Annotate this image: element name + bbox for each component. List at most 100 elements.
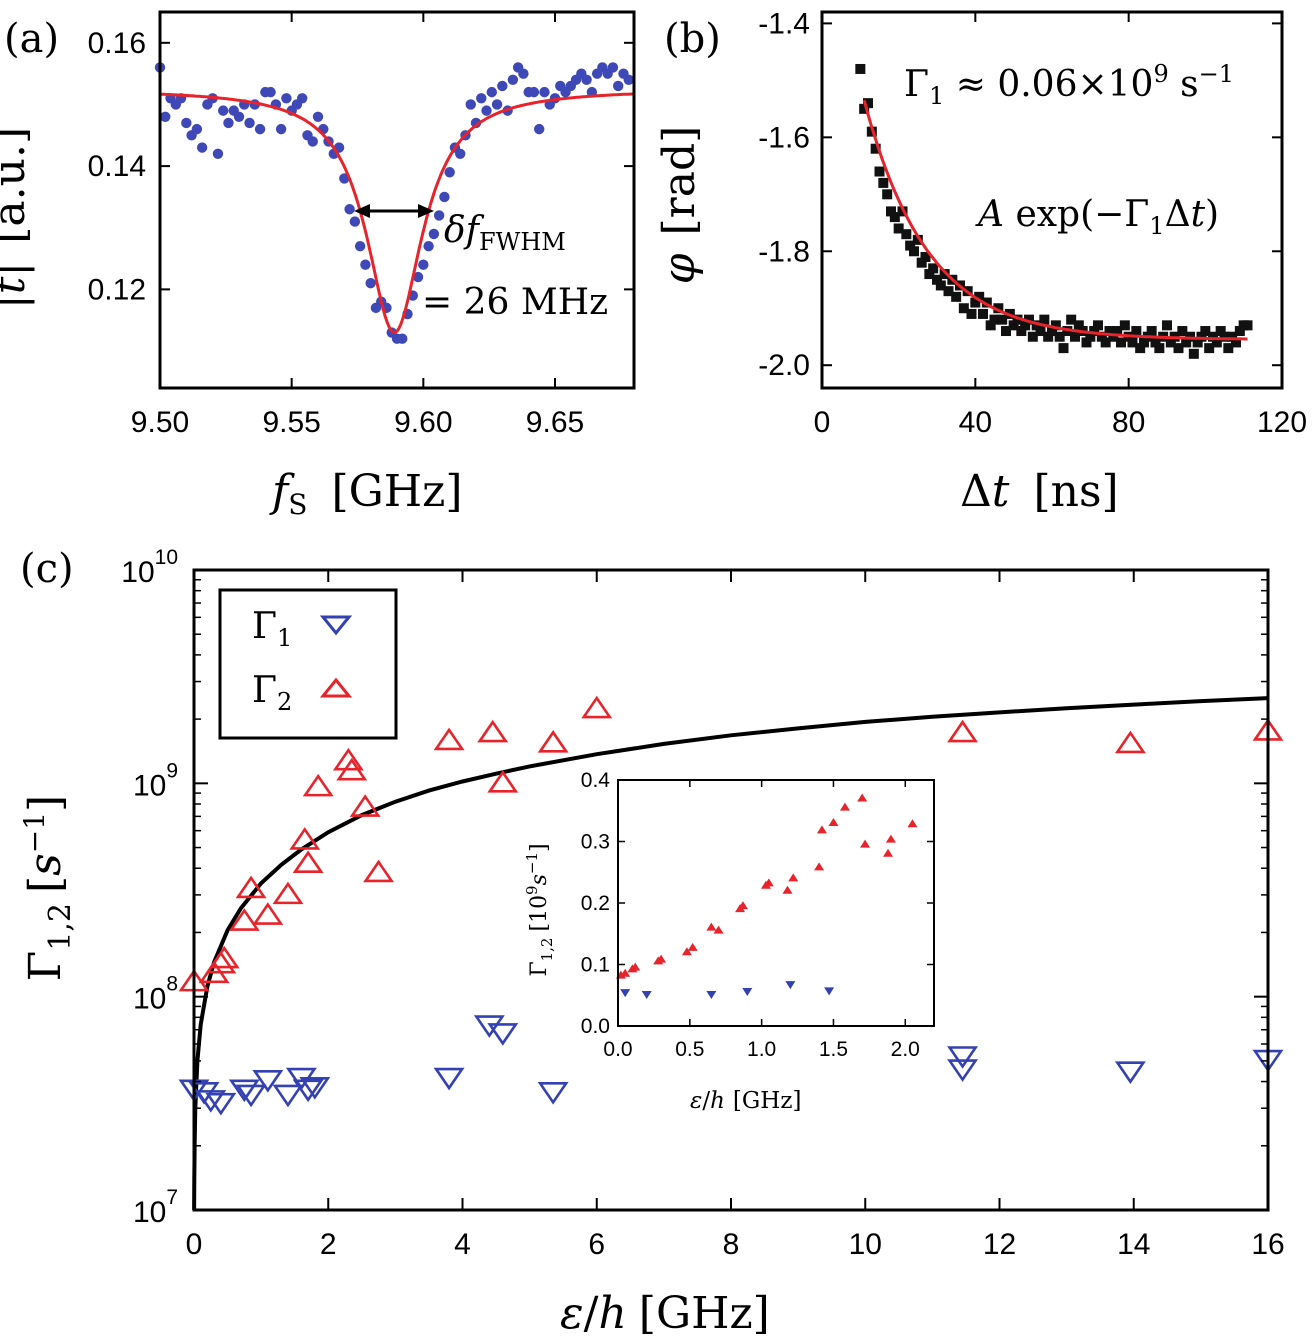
gamma2-marker [363, 859, 395, 883]
panel-c-y-tick-exponent: 10 [155, 546, 178, 569]
gamma1-marker [235, 1084, 267, 1108]
panel-b-data-point [863, 98, 873, 109]
panel-b-data-point [878, 177, 889, 188]
panel-b-data-point [1192, 337, 1203, 348]
panel-b-data-point [1012, 314, 1023, 325]
panel-b-data-point [951, 291, 962, 302]
inset-gamma2-marker [681, 947, 692, 956]
panel-b-data-point [1081, 337, 1092, 348]
inset-y-ticks: 0.0 0.1 0.2 0.3 0.4 [581, 769, 934, 1038]
panel-b-data-point [1196, 331, 1207, 342]
panel-b-data-point [1165, 337, 1176, 348]
gamma2-marker [289, 827, 321, 850]
panel-c-y-tick-label: 1010 [121, 546, 178, 589]
gamma1-marker [487, 1023, 519, 1046]
gamma2-marker [332, 747, 364, 771]
panel-c-y-tick-label: 107 [133, 1186, 178, 1229]
panel-a-data-point [455, 148, 466, 159]
inset-gamma2-marker [828, 818, 839, 827]
inset-gamma1-marker [742, 987, 753, 996]
fwhm-value: = 26 MHz [422, 282, 608, 323]
panel-b-data-point [1020, 320, 1031, 331]
panel-a-data-point [244, 117, 255, 129]
panel-b-data-point [989, 314, 1000, 325]
inset-y-tick-label: 0.2 [581, 892, 610, 915]
panel-c-y-label: Γ1,2[s−1] [18, 795, 78, 981]
panel-c-x-tick-label: 0 [186, 1228, 203, 1261]
panel-b-data-point [920, 251, 931, 262]
panel-a-data-point [275, 123, 287, 135]
panel-b-data-point [1001, 326, 1011, 337]
inset-x-label: ε/h [GHz] [690, 1088, 801, 1114]
gamma2-marker [947, 719, 979, 743]
panel-a-data-point [196, 142, 208, 153]
panel-b-data-point [966, 308, 977, 319]
panel-b-data-point [1085, 331, 1096, 342]
panel-b-data-point [978, 308, 988, 319]
panel-b-data-point [1047, 326, 1057, 337]
legend-label-gamma2: Γ2 [252, 670, 292, 716]
panel-c-x-tick-label: 8 [723, 1228, 740, 1261]
fwhm-annotation: δfFWHM [444, 210, 566, 256]
panel-b-y-tick-label: -2.0 [758, 349, 810, 382]
gamma2-marker [349, 794, 381, 817]
panel-b-data-point [1024, 314, 1034, 325]
panel-b-data-point [1096, 331, 1107, 342]
panel-a-data-point [412, 271, 424, 283]
panel-b-data-point [1089, 326, 1100, 337]
gamma2-marker [228, 908, 260, 931]
panel-c-x-tick-label: 12 [983, 1228, 1016, 1261]
panel-a-data-point [360, 259, 371, 270]
panel-a-data-point [518, 68, 529, 79]
panel-a-data-point [191, 123, 203, 135]
gamma1-marker [433, 1067, 465, 1091]
panel-b-data-point [1108, 331, 1119, 342]
panel-a-y-tick-label: 0.14 [88, 150, 146, 183]
panel-a-data-point [223, 117, 234, 129]
panel-c-y-tick-exponent: 8 [166, 973, 178, 996]
panel-b-data-point [1242, 320, 1253, 331]
inset-y-label: Γ1,2[109s−1] [523, 843, 556, 976]
gamma1-marker [947, 1059, 979, 1082]
gamma2-marker [487, 770, 519, 793]
panel-b-data-point [855, 63, 866, 74]
panel-b-data-point [1150, 337, 1161, 348]
panel-b-data-point [859, 103, 870, 114]
panel-b-data-point [1100, 337, 1111, 348]
panel-b-data-point [1219, 331, 1230, 342]
panel-c-x-label: ε/h [GHz] [560, 1288, 770, 1339]
fwhm-arrow [354, 204, 434, 218]
panel-b-data-point [889, 212, 900, 223]
panel-a-x-label: fS [GHz] [269, 466, 463, 521]
panel-c-y-tick-base: 10 [133, 983, 166, 1016]
gamma2-marker [477, 719, 509, 743]
panel-b-data-point [901, 229, 912, 240]
inset-gamma1-marker [641, 991, 652, 1000]
panel-b-plot-area [855, 63, 1253, 359]
panel-a-data-point [433, 210, 445, 221]
inset-gamma2-marker [713, 925, 724, 934]
panel-a-data-point [297, 93, 308, 104]
inset-gamma2-marker [860, 839, 871, 848]
panel-b-data-point [1162, 320, 1172, 331]
inset-gamma1-marker [620, 989, 631, 998]
panel-a-data-point [181, 117, 192, 129]
panel-a-y-tick-label: 0.16 [88, 27, 146, 60]
panel-a-data-point [312, 111, 324, 122]
gamma2-marker [272, 881, 304, 905]
inset-x-tick-label: 1.0 [747, 1038, 776, 1061]
gamma1-marker [272, 1084, 304, 1108]
panel-a-fit-curve [159, 92, 635, 334]
panel-b-y-tick-label: -1.8 [758, 235, 810, 268]
panel-b-data-point [1016, 326, 1027, 337]
inset-gamma2-marker [816, 825, 827, 834]
panel-a-data-point [534, 123, 545, 135]
panel-b-data-point [1073, 320, 1084, 331]
panel-b-data-point [1223, 343, 1234, 354]
panel-b-data-point [905, 240, 916, 251]
panel-b-data-point [1139, 337, 1149, 348]
panel-c-x-ticks: 0 2 4 6 8 10 12 14 16 [186, 570, 1285, 1261]
panel-a-data-point [486, 86, 497, 98]
inset-x-tick-label: 0.5 [675, 1038, 704, 1061]
panel-a-x-tick-label: 9.65 [526, 406, 584, 439]
